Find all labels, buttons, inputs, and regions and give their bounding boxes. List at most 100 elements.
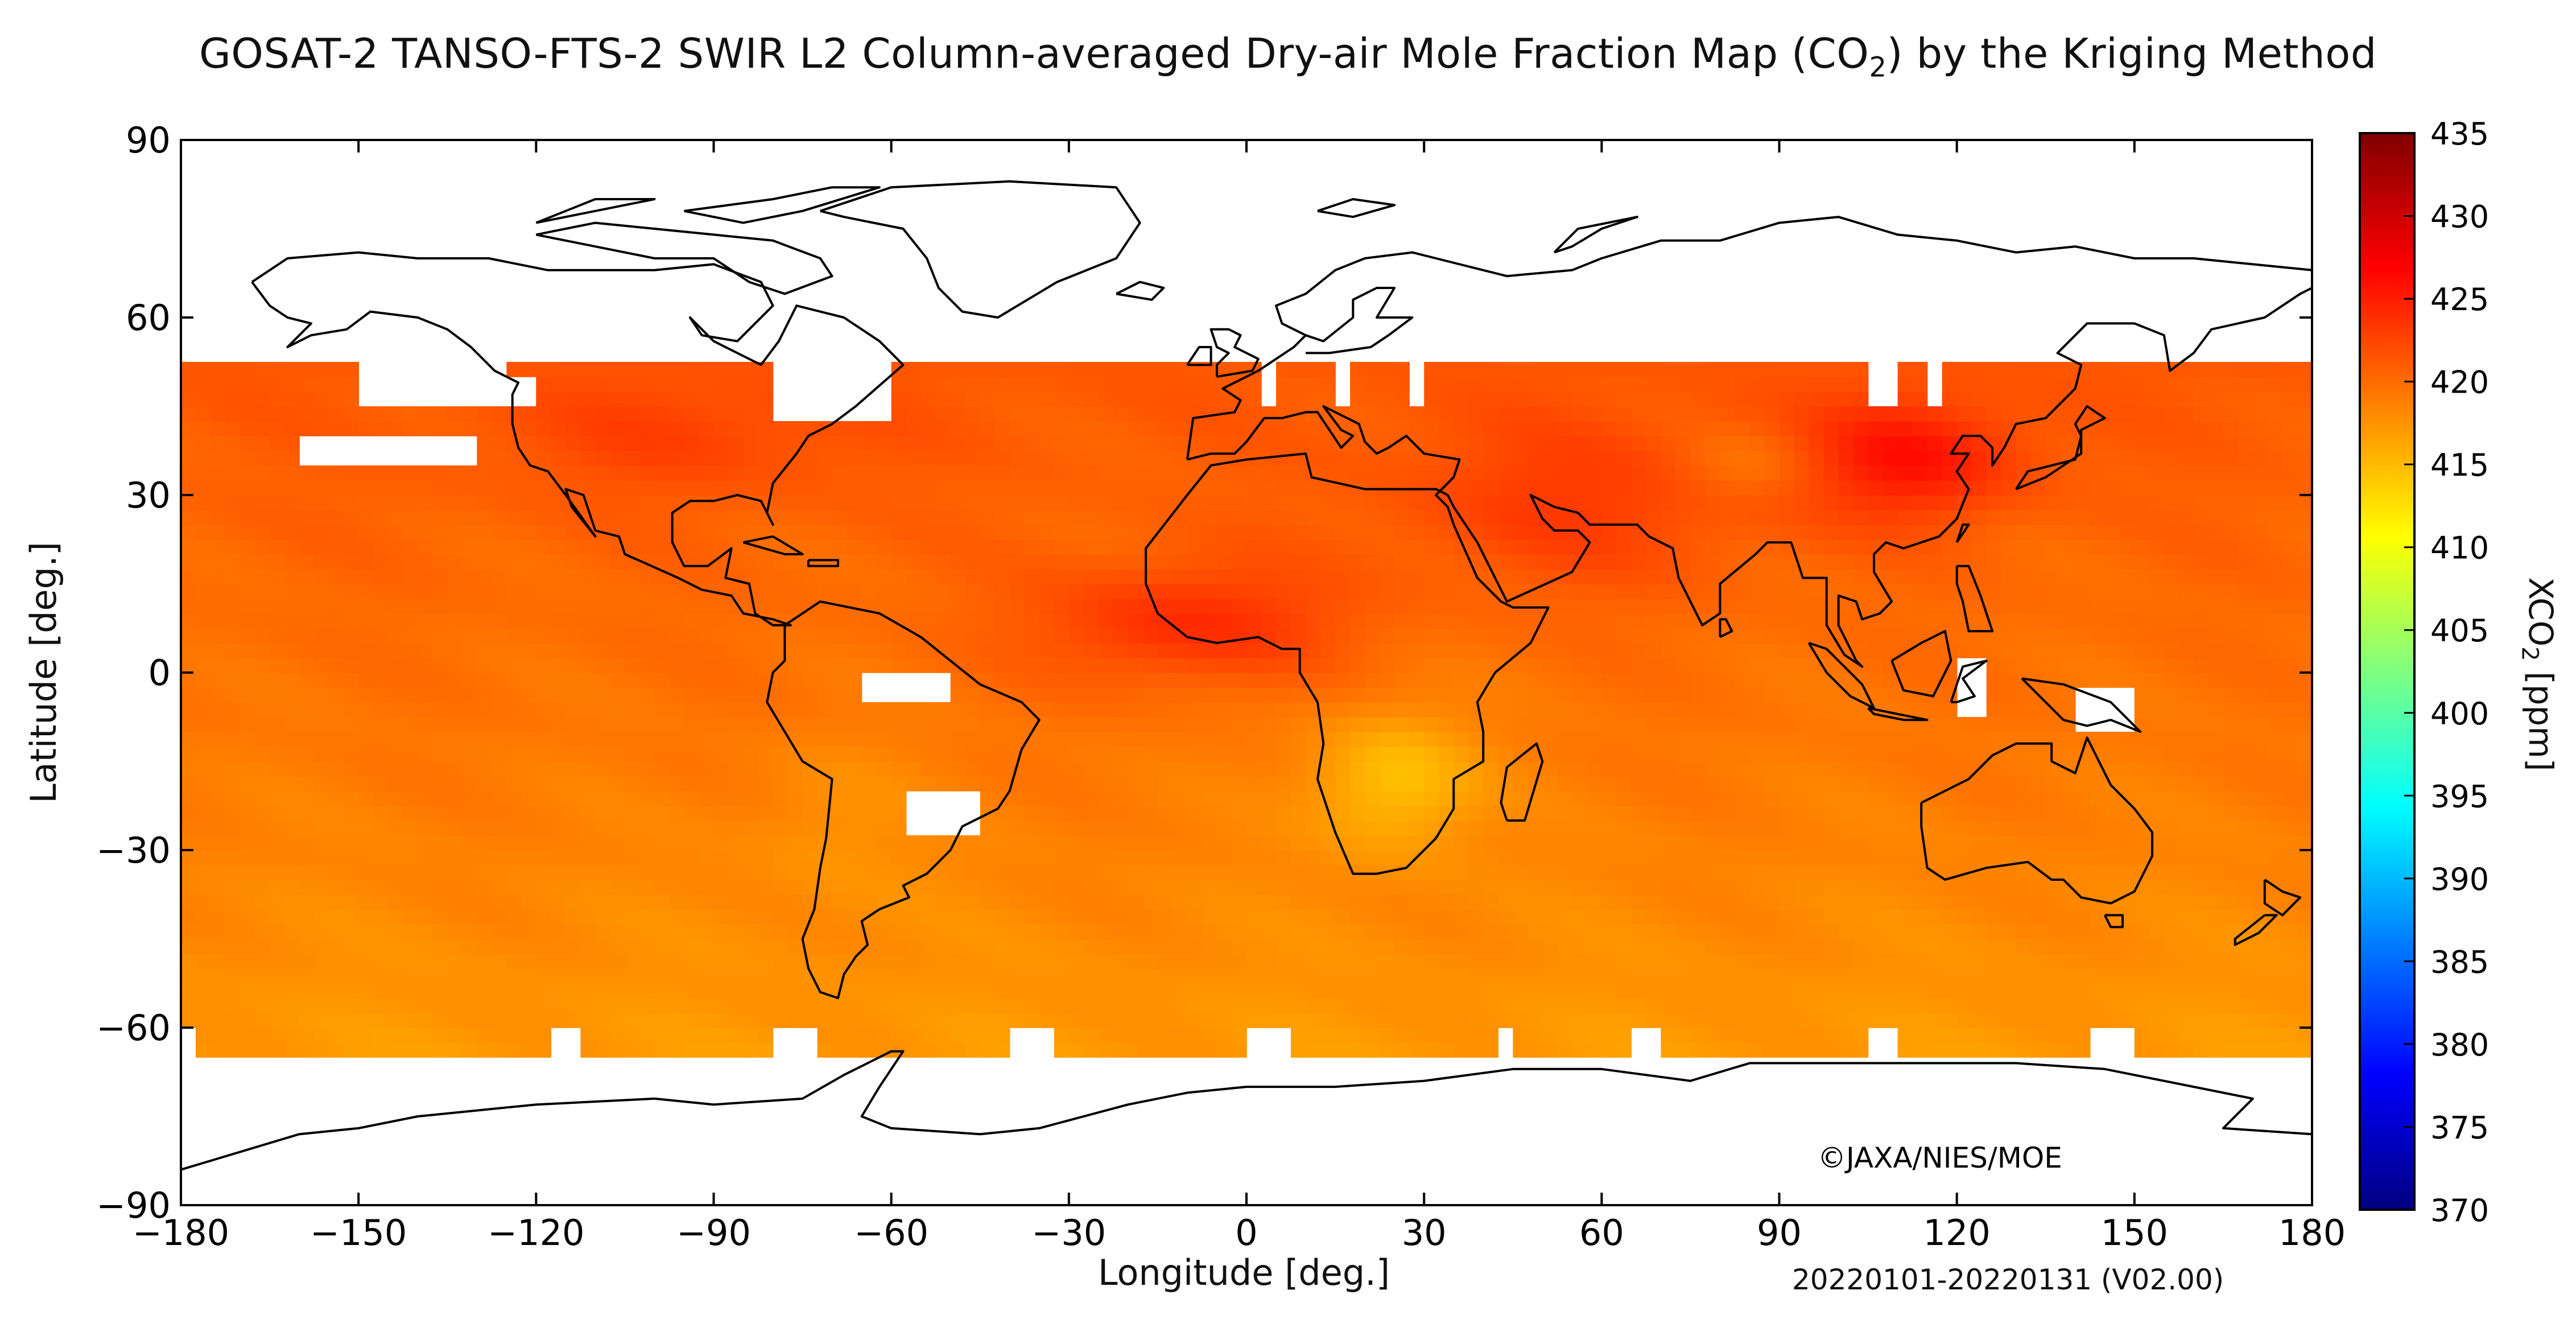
field-cell [196, 776, 211, 791]
field-cell [2119, 791, 2135, 806]
field-cell [270, 1028, 285, 1043]
field-cell [2149, 791, 2165, 806]
field-cell [432, 835, 448, 851]
field-cell [521, 880, 537, 895]
field-cell [1809, 584, 1824, 599]
field-cell [1646, 599, 1662, 614]
field-cell [1039, 539, 1055, 555]
field-cell [344, 909, 359, 925]
field-cell [1439, 983, 1454, 999]
field-cell [2149, 747, 2165, 762]
field-cell [284, 732, 300, 747]
field-cell [1823, 954, 1839, 969]
field-cell [551, 806, 567, 821]
field-cell [270, 865, 285, 880]
field-cell [1483, 894, 1498, 910]
field-cell [861, 613, 877, 629]
field-cell [210, 525, 226, 540]
field-cell [994, 924, 1010, 939]
field-cell [980, 628, 996, 644]
field-cell [551, 983, 567, 999]
field-cell [447, 983, 463, 999]
field-cell [1142, 613, 1158, 629]
field-cell [492, 850, 507, 865]
field-cell [1513, 761, 1529, 777]
field-cell [1823, 673, 1839, 688]
field-cell [358, 761, 374, 777]
field-cell [1157, 732, 1173, 747]
field-cell [2282, 599, 2298, 614]
field-cell [462, 939, 478, 954]
field-cell [536, 880, 552, 895]
field-cell [773, 584, 789, 599]
field-cell [2075, 673, 2091, 688]
field-cell [1291, 968, 1306, 984]
field-cell [403, 613, 418, 629]
field-cell [270, 1042, 285, 1058]
field-cell [1912, 806, 1928, 821]
field-cell [2075, 1028, 2091, 1043]
field-cell [1083, 968, 1099, 984]
field-cell [565, 643, 581, 658]
field-cell [654, 939, 670, 954]
field-cell [1054, 747, 1070, 762]
field-cell [1454, 1013, 1469, 1028]
field-cell [477, 643, 493, 658]
field-cell [1039, 983, 1055, 999]
field-cell [314, 747, 329, 762]
field-cell [1409, 983, 1425, 999]
field-cell [758, 909, 774, 925]
field-cell [2297, 702, 2313, 718]
field-cell [847, 643, 862, 658]
field-cell [1009, 894, 1025, 910]
field-cell [255, 968, 270, 984]
field-cell [1232, 806, 1247, 821]
field-cell [196, 806, 211, 821]
field-cell [1380, 761, 1395, 777]
field-cell [1098, 806, 1114, 821]
field-cell [210, 776, 226, 791]
field-cell [1261, 599, 1277, 614]
field-cell [1054, 850, 1070, 865]
field-cell [1616, 747, 1632, 762]
field-cell [240, 613, 255, 629]
field-cell [1187, 954, 1203, 969]
field-cell [1498, 628, 1513, 644]
field-cell [906, 658, 922, 673]
field-cell [344, 924, 359, 939]
field-cell [595, 584, 611, 599]
field-cell [1172, 806, 1188, 821]
field-cell [1483, 968, 1498, 984]
field-cell [2016, 821, 2032, 836]
field-cell [506, 554, 522, 570]
field-cell [1986, 658, 2002, 673]
field-cell [876, 717, 892, 732]
field-cell [1809, 939, 1824, 954]
field-cell [950, 761, 966, 777]
field-cell [373, 968, 389, 984]
field-cell [1823, 939, 1839, 954]
field-cell [1779, 776, 1795, 791]
field-cell [2104, 806, 2120, 821]
field-cell [1409, 613, 1425, 629]
field-cell [210, 954, 226, 969]
field-cell [447, 1042, 463, 1058]
field-cell [1217, 821, 1232, 836]
field-cell [1868, 554, 1884, 570]
field-cell [1306, 613, 1321, 629]
field-cell [1853, 569, 1869, 584]
field-cell [1172, 747, 1188, 762]
field-cell [299, 939, 315, 954]
field-cell [1306, 628, 1321, 644]
field-cell [2090, 1013, 2106, 1028]
field-cell [1779, 599, 1795, 614]
field-cell [506, 539, 522, 555]
field-cell [920, 924, 936, 939]
field-cell [654, 525, 670, 540]
field-cell [255, 673, 270, 688]
field-cell [1350, 1013, 1365, 1028]
field-cell [1675, 554, 1691, 570]
field-cell [2030, 1013, 2046, 1028]
field-cell [1009, 954, 1025, 969]
field-cell [1661, 880, 1677, 895]
